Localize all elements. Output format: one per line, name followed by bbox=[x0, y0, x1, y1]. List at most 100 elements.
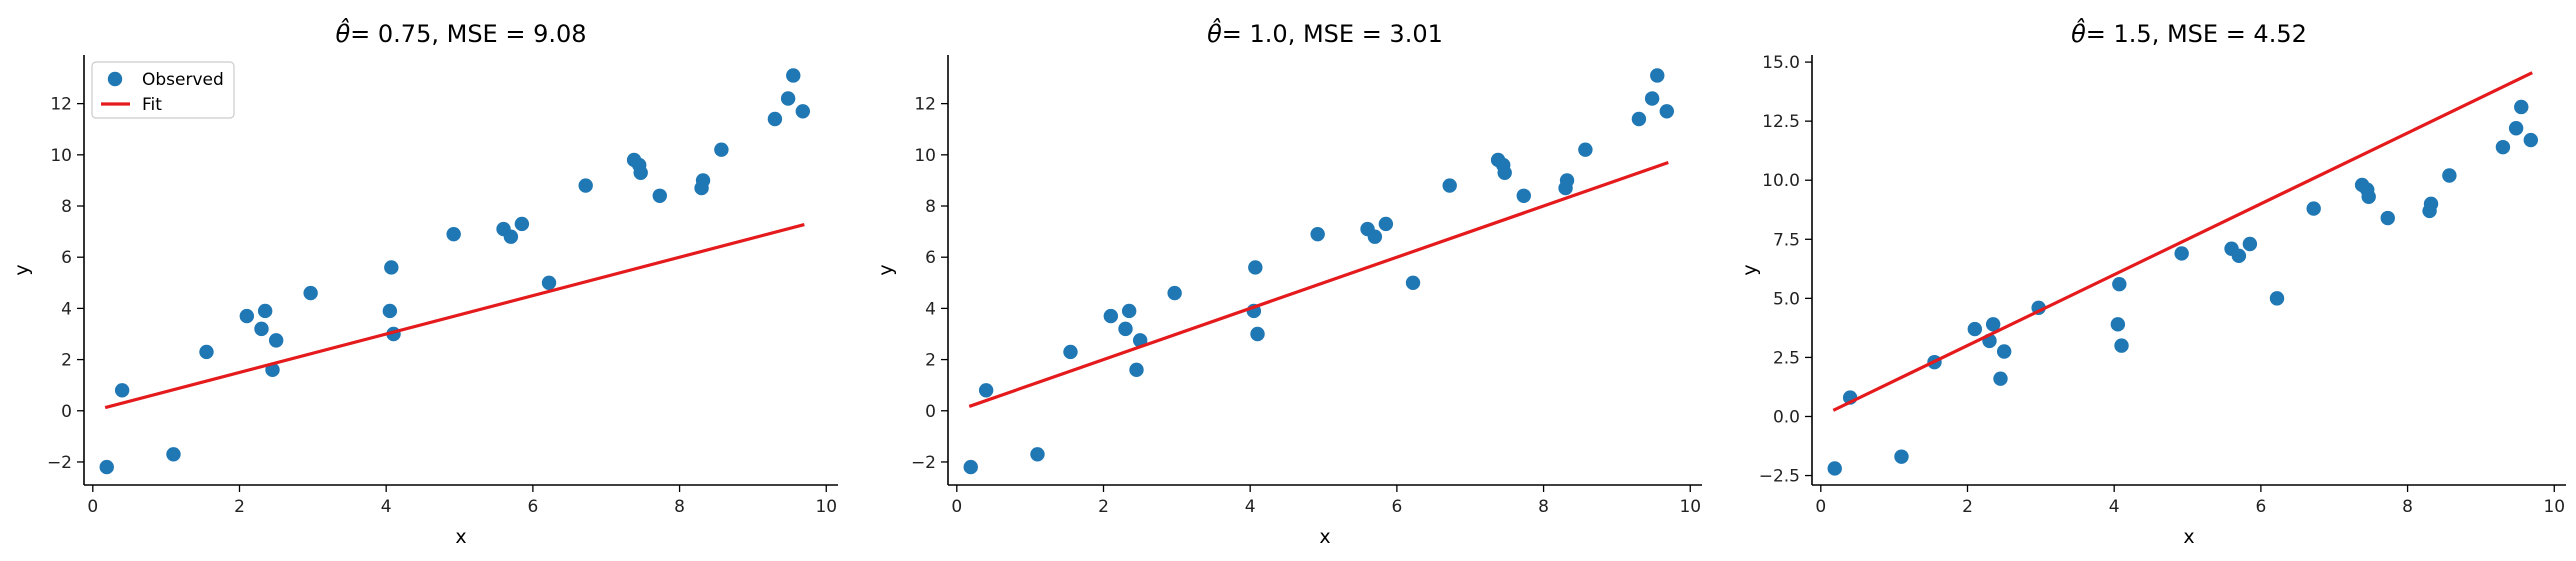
data-point bbox=[2523, 132, 2538, 148]
data-point bbox=[1996, 344, 2012, 359]
legend-marker-observed bbox=[107, 71, 123, 87]
y-tick-label: 5.0 bbox=[1773, 289, 1800, 309]
y-tick-label: 12 bbox=[50, 95, 72, 115]
x-tick-label: 6 bbox=[1391, 497, 1402, 517]
data-point bbox=[1497, 165, 1512, 180]
y-tick-label: 0 bbox=[925, 402, 936, 422]
x-tick-label: 4 bbox=[1245, 497, 1256, 517]
x-tick-label: 8 bbox=[2402, 497, 2413, 517]
data-point bbox=[114, 383, 130, 398]
data-point bbox=[2231, 248, 2247, 264]
x-axis-label: x bbox=[1319, 526, 1330, 548]
data-point bbox=[1030, 447, 1045, 462]
legend-label-fit: Fit bbox=[142, 95, 162, 115]
data-point bbox=[1578, 142, 1593, 157]
x-tick-label: 0 bbox=[1815, 497, 1826, 517]
data-point bbox=[254, 321, 269, 337]
data-point bbox=[1985, 317, 2001, 332]
y-tick-label: 10.0 bbox=[1762, 171, 1800, 191]
data-point bbox=[714, 142, 729, 157]
y-tick-label: 4 bbox=[61, 299, 72, 319]
x-tick-label: 8 bbox=[674, 497, 685, 517]
data-point bbox=[1378, 216, 1394, 232]
data-point bbox=[514, 216, 530, 232]
data-point bbox=[780, 91, 796, 106]
data-point bbox=[2174, 246, 2189, 261]
data-point bbox=[2114, 338, 2129, 353]
y-tick-label: 6 bbox=[61, 248, 72, 268]
x-axis-label: x bbox=[2183, 526, 2194, 548]
chart-title: θ̂= 0.75, MSE = 9.08 bbox=[335, 18, 586, 48]
data-point bbox=[1659, 104, 1674, 119]
data-point bbox=[1967, 321, 1983, 337]
y-tick-label: −2.5 bbox=[1759, 467, 1800, 487]
chart-title: θ̂= 1.0, MSE = 3.01 bbox=[1207, 18, 1443, 48]
y-tick-label: −2 bbox=[911, 453, 936, 473]
legend: Observed Fit bbox=[91, 61, 235, 119]
y-tick-label: 4 bbox=[925, 299, 936, 319]
y-axis-label: y bbox=[875, 264, 897, 275]
data-point bbox=[978, 383, 994, 398]
x-tick-label: 4 bbox=[2109, 497, 2120, 517]
data-point bbox=[963, 459, 978, 475]
data-point bbox=[1063, 344, 1078, 360]
x-tick-label: 10 bbox=[815, 497, 837, 517]
data-point bbox=[1559, 173, 1575, 188]
panel-3: θ̂= 1.5, MSE = 4.52 0 2 4 6 8 10 −2.5 0.0 2.5 5.0 7… bbox=[1739, 18, 2566, 548]
data-point bbox=[2495, 139, 2511, 155]
y-tick-label: 8 bbox=[925, 197, 936, 217]
y-tick-label: 0.0 bbox=[1773, 407, 1800, 427]
y-tick-label: 0 bbox=[61, 402, 72, 422]
data-point bbox=[1827, 461, 1842, 476]
x-tick-label: 2 bbox=[1098, 497, 1109, 517]
x-tick-label: 10 bbox=[2543, 497, 2565, 517]
data-point bbox=[239, 308, 255, 324]
x-tick-label: 10 bbox=[1679, 497, 1701, 517]
data-point bbox=[382, 303, 398, 319]
data-point bbox=[268, 333, 284, 348]
y-tick-label: 12 bbox=[914, 95, 936, 115]
data-point bbox=[99, 459, 114, 475]
x-tick-label: 6 bbox=[527, 497, 538, 517]
data-point bbox=[1644, 91, 1660, 106]
data-point bbox=[2380, 210, 2395, 226]
x-tick-label: 0 bbox=[951, 497, 962, 517]
y-tick-label: 6 bbox=[925, 248, 936, 268]
data-point bbox=[1118, 321, 1133, 337]
data-point bbox=[1167, 285, 1182, 301]
x-tick-label: 6 bbox=[2255, 497, 2266, 517]
y-tick-label: 10 bbox=[914, 146, 936, 166]
fit-line bbox=[1832, 71, 2533, 412]
data-point bbox=[2269, 291, 2285, 306]
data-point bbox=[1121, 303, 1137, 319]
data-point bbox=[795, 104, 810, 119]
data-point bbox=[2306, 201, 2321, 216]
data-point bbox=[1310, 226, 1325, 242]
data-point bbox=[1405, 275, 1421, 290]
data-point bbox=[2423, 196, 2439, 212]
x-tick-label: 4 bbox=[381, 497, 392, 517]
y-tick-label: 2.5 bbox=[1773, 348, 1800, 368]
y-axis-label: y bbox=[11, 264, 33, 275]
data-point bbox=[1516, 188, 1531, 203]
x-axis-label: x bbox=[455, 526, 466, 548]
fit-line bbox=[104, 222, 805, 410]
x-tick-label: 2 bbox=[1962, 497, 1973, 517]
data-point bbox=[1250, 326, 1265, 342]
data-point bbox=[2242, 236, 2258, 252]
data-point bbox=[199, 344, 214, 360]
data-point bbox=[633, 165, 648, 180]
fit-line bbox=[968, 160, 1669, 408]
data-point bbox=[1650, 68, 1665, 83]
data-point bbox=[652, 188, 667, 203]
y-tick-label: 10 bbox=[50, 146, 72, 166]
panel-2: θ̂= 1.0, MSE = 3.01 0 2 4 6 8 10 −2 0 2 4 6 8 10 12 x y bbox=[875, 18, 1702, 548]
data-point bbox=[2110, 317, 2126, 332]
x-tick-label: 0 bbox=[87, 497, 98, 517]
chart-title: θ̂= 1.5, MSE = 4.52 bbox=[2071, 18, 2307, 48]
panel-1: θ̂= 0.75, MSE = 9.08 0 2 4 6 8 10 −2 0 2 4 6 8 10 12 x y… bbox=[11, 18, 838, 548]
data-point bbox=[2112, 276, 2127, 292]
y-tick-label: 8 bbox=[61, 197, 72, 217]
data-point bbox=[541, 275, 557, 290]
